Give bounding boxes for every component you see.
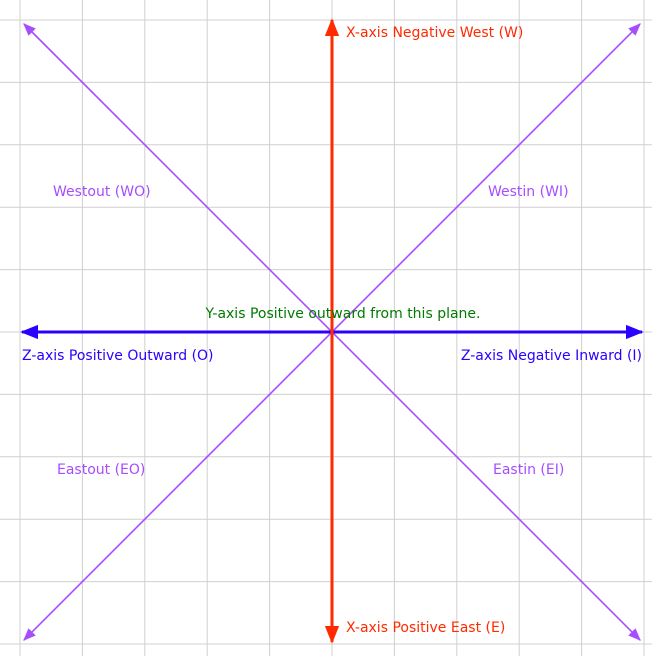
axis-label: Y-axis Positive outward from this plane.	[205, 306, 481, 322]
direction-label: Eastin (EI)	[493, 462, 564, 478]
axis-label: Z-axis Positive Outward (O)	[22, 348, 214, 364]
axis-label: Z-axis Negative Inward (I)	[461, 348, 642, 364]
direction-label: Westout (WO)	[53, 184, 151, 200]
axis-label: X-axis Positive East (E)	[346, 620, 505, 636]
direction-label: Westin (WI)	[488, 184, 569, 200]
axis-label: X-axis Negative West (W)	[346, 25, 523, 41]
direction-label: Eastout (EO)	[57, 462, 145, 478]
